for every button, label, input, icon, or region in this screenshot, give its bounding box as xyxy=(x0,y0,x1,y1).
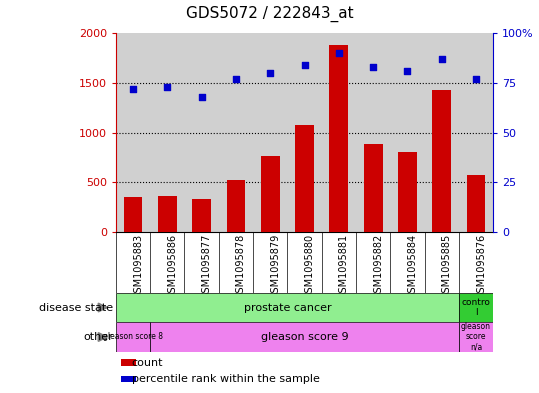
Text: GSM1095879: GSM1095879 xyxy=(270,234,280,299)
Bar xyxy=(123,197,142,232)
Bar xyxy=(192,199,211,232)
Bar xyxy=(432,90,451,232)
Text: GSM1095882: GSM1095882 xyxy=(373,234,383,299)
Text: other: other xyxy=(84,332,113,342)
Text: GSM1095881: GSM1095881 xyxy=(339,234,349,299)
Bar xyxy=(459,322,493,352)
Bar xyxy=(158,196,177,232)
Point xyxy=(335,50,343,56)
Text: GDS5072 / 222843_at: GDS5072 / 222843_at xyxy=(186,5,353,22)
Text: GSM1095876: GSM1095876 xyxy=(476,234,486,299)
Point xyxy=(300,62,309,68)
Text: GSM1095883: GSM1095883 xyxy=(133,234,143,299)
Point xyxy=(369,64,377,70)
Bar xyxy=(459,33,493,232)
Text: GSM1095878: GSM1095878 xyxy=(236,234,246,299)
Bar xyxy=(295,125,314,232)
Bar xyxy=(253,33,287,232)
Text: gleason
score
n/a: gleason score n/a xyxy=(461,322,491,352)
Bar xyxy=(226,180,245,232)
Point xyxy=(163,84,171,90)
Text: contro
l: contro l xyxy=(461,298,490,317)
Bar xyxy=(116,33,150,232)
Text: count: count xyxy=(132,358,163,367)
Bar xyxy=(425,33,459,232)
Bar xyxy=(116,322,150,352)
Text: percentile rank within the sample: percentile rank within the sample xyxy=(132,374,320,384)
Bar xyxy=(364,143,383,232)
Text: gleason score 8: gleason score 8 xyxy=(103,332,163,342)
Bar xyxy=(261,156,280,232)
Bar xyxy=(390,33,425,232)
Text: GSM1095886: GSM1095886 xyxy=(167,234,177,299)
Bar xyxy=(329,45,348,232)
Bar xyxy=(150,33,184,232)
Bar xyxy=(459,293,493,322)
Text: disease state: disease state xyxy=(39,303,113,312)
Bar xyxy=(219,33,253,232)
Bar xyxy=(287,33,322,232)
Text: GSM1095885: GSM1095885 xyxy=(442,234,452,299)
Bar xyxy=(467,175,486,232)
Text: GSM1095884: GSM1095884 xyxy=(407,234,417,299)
Bar xyxy=(150,322,459,352)
Point xyxy=(129,86,137,92)
Bar xyxy=(121,359,136,366)
Point xyxy=(438,56,446,62)
Bar xyxy=(184,33,219,232)
Text: GSM1095877: GSM1095877 xyxy=(202,234,212,299)
Point xyxy=(197,94,206,100)
Text: GSM1095880: GSM1095880 xyxy=(305,234,315,299)
Point xyxy=(266,70,274,76)
Point xyxy=(403,68,412,74)
Point xyxy=(472,76,480,82)
Bar xyxy=(356,33,390,232)
Bar xyxy=(398,152,417,232)
Text: prostate cancer: prostate cancer xyxy=(244,303,331,312)
Point xyxy=(232,76,240,82)
Bar xyxy=(322,33,356,232)
Text: gleason score 9: gleason score 9 xyxy=(261,332,348,342)
Bar xyxy=(121,376,136,382)
